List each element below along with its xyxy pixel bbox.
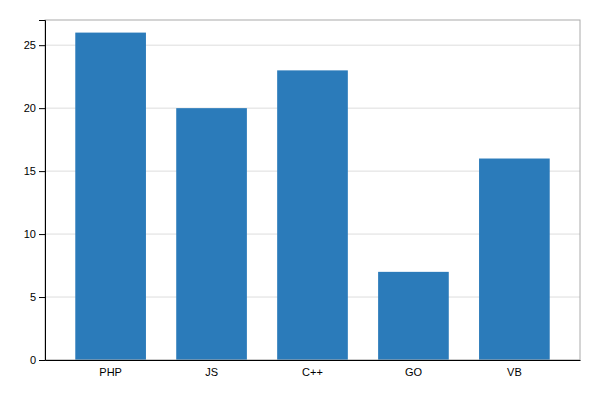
y-tick-mark — [39, 297, 45, 298]
y-tick-mark — [39, 108, 45, 109]
x-tick: JS — [205, 366, 218, 378]
x-tick: GO — [405, 366, 423, 378]
y-tick: 5 — [30, 291, 45, 303]
y-tick-label: 10 — [24, 228, 36, 240]
x-axis: PHP JS C++ GO VB — [46, 361, 581, 378]
y-tick: 15 — [24, 165, 45, 177]
x-tick-label: C++ — [302, 366, 323, 378]
x-tick: VB — [507, 366, 522, 378]
y-tick-mark — [39, 234, 45, 235]
chart-svg: 0 5 10 15 20 25 PHP JS C++ GO VB — [0, 0, 600, 400]
y-tick-mark — [39, 171, 45, 172]
y-tick-label: 20 — [24, 102, 36, 114]
y-tick: 0 — [30, 354, 45, 366]
x-tick-label: PHP — [99, 366, 122, 378]
y-tick-label: 0 — [30, 354, 36, 366]
bar — [378, 272, 449, 360]
x-tick: PHP — [99, 366, 122, 378]
y-axis: 0 5 10 15 20 25 — [24, 21, 46, 367]
x-tick-label: JS — [205, 366, 218, 378]
bar — [75, 33, 146, 360]
x-tick-label: VB — [507, 366, 522, 378]
plot: 0 5 10 15 20 25 PHP JS C++ GO VB — [24, 20, 581, 378]
y-tick: 25 — [24, 39, 45, 51]
bar — [277, 70, 348, 360]
x-tick: C++ — [302, 366, 323, 378]
plot-frame — [45, 20, 580, 360]
bar — [479, 159, 550, 360]
y-tick: 20 — [24, 102, 45, 114]
y-tick-label: 15 — [24, 165, 36, 177]
y-tick-label: 5 — [30, 291, 36, 303]
x-tick-label: GO — [405, 366, 423, 378]
bars — [75, 33, 549, 360]
y-tick-label: 25 — [24, 39, 36, 51]
y-tick-mark — [39, 360, 45, 361]
bar — [176, 108, 247, 360]
y-tick: 10 — [24, 228, 45, 240]
x-axis-line — [46, 360, 581, 361]
y-tick-mark — [39, 45, 45, 46]
y-axis-line — [39, 21, 46, 361]
